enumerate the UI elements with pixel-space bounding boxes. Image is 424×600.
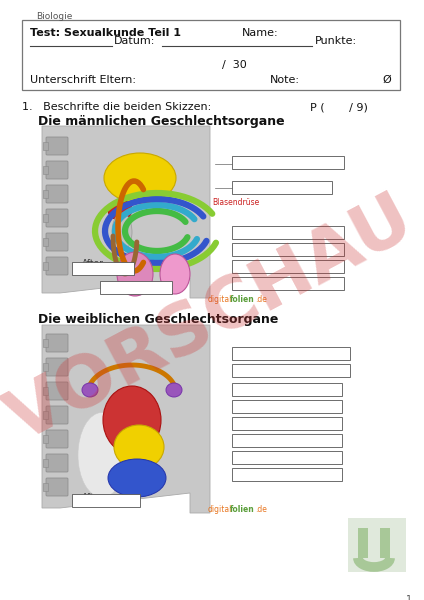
Ellipse shape [104,153,176,203]
Bar [43,435,48,443]
Bar [43,190,48,198]
Bar [100,281,172,294]
Bar [232,277,344,290]
Bar [72,262,134,275]
Text: Test: Sexualkunde Teil 1: Test: Sexualkunde Teil 1 [30,28,181,38]
Text: Datum:: Datum: [114,36,155,46]
Text: Ø: Ø [382,75,391,85]
Ellipse shape [112,213,132,251]
Bar [43,262,48,270]
Text: Biologie: Biologie [36,12,73,21]
Bar [232,181,332,194]
Bar [232,400,342,413]
Bar [232,156,344,169]
Text: /  30: / 30 [222,60,247,70]
Polygon shape [42,126,210,298]
Ellipse shape [82,383,98,397]
Text: After: After [82,493,104,502]
FancyBboxPatch shape [46,478,68,496]
FancyBboxPatch shape [46,406,68,424]
Bar [43,142,48,150]
Bar [43,387,48,395]
FancyBboxPatch shape [46,334,68,352]
FancyBboxPatch shape [46,382,68,400]
Text: Name:: Name: [242,28,279,38]
Bar [232,451,342,464]
Text: folien: folien [230,295,255,304]
FancyBboxPatch shape [46,454,68,472]
Bar [232,226,344,239]
Text: .de: .de [255,505,267,514]
Ellipse shape [103,386,161,454]
Bar [232,364,350,377]
Bar [43,483,48,491]
FancyBboxPatch shape [46,209,68,227]
Text: 1.   Beschrifte die beiden Skizzen:: 1. Beschrifte die beiden Skizzen: [22,102,211,112]
Bar [22,20,400,90]
Ellipse shape [117,252,153,296]
Text: .de: .de [255,295,267,304]
Ellipse shape [78,413,126,497]
Bar [348,518,406,572]
Text: Blasendrüse: Blasendrüse [212,198,259,207]
Bar [232,260,344,273]
FancyBboxPatch shape [46,185,68,203]
Bar [43,238,48,246]
Ellipse shape [108,200,132,220]
Text: After: After [82,259,104,268]
Ellipse shape [108,459,166,497]
Bar [43,411,48,419]
Text: Die weiblichen Geschlechtsorgane: Die weiblichen Geschlechtsorgane [38,313,279,326]
Bar [232,468,342,481]
Text: Note:: Note: [270,75,300,85]
Bar [232,347,350,360]
FancyBboxPatch shape [46,161,68,179]
FancyBboxPatch shape [46,358,68,376]
FancyBboxPatch shape [46,257,68,275]
Bar [232,383,342,396]
Bar [43,166,48,174]
Text: Punkte:: Punkte: [315,36,357,46]
Text: Unterschrift Eltern:: Unterschrift Eltern: [30,75,136,85]
Bar [43,363,48,371]
Text: Penis: Penis [137,284,161,293]
FancyBboxPatch shape [46,430,68,448]
Polygon shape [42,325,210,513]
Ellipse shape [114,425,164,469]
Text: Die männlichen Geschlechtsorgane: Die männlichen Geschlechtsorgane [38,115,285,128]
Bar [380,528,390,558]
Bar [232,434,342,447]
Bar [43,339,48,347]
Bar [232,243,344,256]
Text: digital: digital [208,295,232,304]
Bar [43,214,48,222]
Text: digital: digital [208,505,232,514]
Bar [72,494,140,507]
FancyBboxPatch shape [46,137,68,155]
FancyBboxPatch shape [46,233,68,251]
Bar [232,417,342,430]
Ellipse shape [166,383,182,397]
Text: VORSCHAU: VORSCHAU [0,184,424,456]
Bar [358,528,368,558]
Ellipse shape [160,254,190,294]
Text: folien: folien [230,505,255,514]
Text: 1: 1 [406,595,412,600]
Text: P (       / 9): P ( / 9) [310,102,368,112]
Bar [43,459,48,467]
